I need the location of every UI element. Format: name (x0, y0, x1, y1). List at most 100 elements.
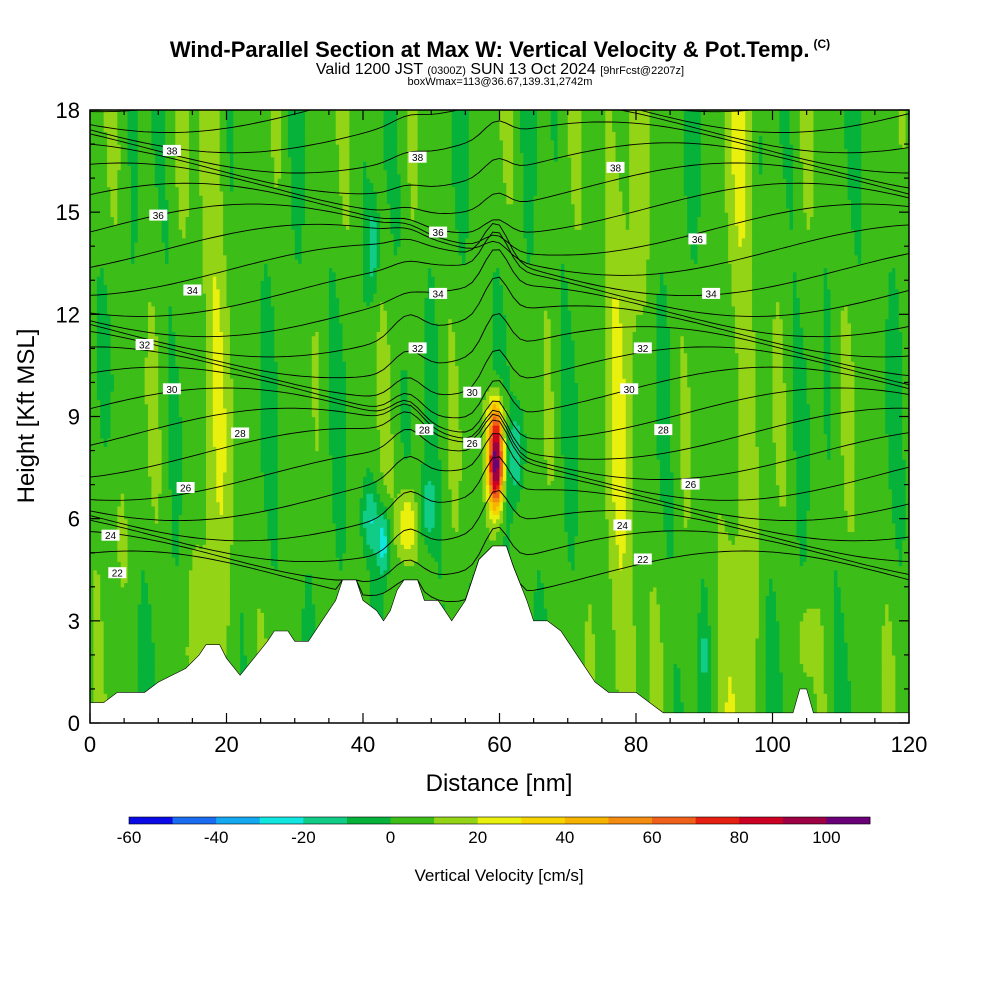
velocity-cell (148, 654, 153, 660)
velocity-cell (117, 642, 122, 647)
velocity-cell (813, 680, 818, 686)
velocity-cell (854, 684, 859, 690)
velocity-cell (868, 680, 873, 686)
velocity-cell (595, 663, 600, 669)
velocity-cell (93, 633, 98, 639)
velocity-cell (639, 637, 644, 643)
velocity-cell (683, 650, 688, 656)
velocity-cell (171, 642, 176, 647)
velocity-cell (598, 667, 603, 673)
velocity-cell (731, 697, 736, 703)
velocity-cell (219, 642, 224, 647)
velocity-cell (878, 688, 883, 694)
velocity-cell (840, 659, 845, 665)
velocity-cell (107, 680, 112, 686)
velocity-cell (591, 642, 596, 647)
velocity-cell (728, 680, 733, 686)
velocity-cell (687, 654, 692, 660)
velocity-cell (141, 676, 146, 682)
velocity-cell (107, 693, 112, 699)
velocity-cell (830, 650, 835, 656)
velocity-cell (734, 671, 739, 677)
velocity-cell (779, 676, 784, 682)
velocity-cell (758, 680, 763, 686)
velocity-cell (864, 637, 869, 643)
velocity-cell (837, 688, 842, 694)
velocity-cell (857, 693, 862, 699)
velocity-cell (905, 654, 909, 660)
velocity-cell (827, 654, 832, 660)
velocity-cell (840, 671, 845, 677)
velocity-cell (676, 663, 681, 669)
velocity-cell (188, 646, 193, 652)
velocity-cell (837, 697, 842, 703)
velocity-cell (810, 650, 815, 656)
velocity-cell (769, 671, 774, 677)
velocity-cell (724, 697, 729, 703)
velocity-cell (772, 693, 777, 699)
velocity-cell (178, 663, 183, 669)
velocity-cell (810, 667, 815, 673)
velocity-cell (700, 697, 705, 703)
velocity-cell (670, 663, 675, 669)
velocity-cell (700, 637, 705, 643)
velocity-cell (803, 646, 808, 652)
velocity-cell (246, 642, 251, 647)
velocity-cell (758, 697, 763, 703)
velocity-cell (694, 676, 699, 682)
velocity-cell (837, 705, 842, 711)
velocity-cell (649, 650, 654, 656)
velocity-cell (881, 667, 886, 673)
velocity-cell (107, 676, 112, 682)
velocity-cell (622, 667, 627, 673)
velocity-cell (704, 688, 709, 694)
velocity-cell (898, 688, 903, 694)
velocity-cell (605, 637, 610, 643)
velocity-cell (745, 667, 750, 673)
velocity-cell (769, 667, 774, 673)
velocity-cell (107, 663, 112, 669)
velocity-cell (711, 697, 716, 703)
velocity-cell (642, 659, 647, 665)
velocity-cell (134, 650, 139, 656)
velocity-cell (854, 693, 859, 699)
velocity-cell (721, 637, 726, 643)
velocity-cell (734, 659, 739, 665)
velocity-cell (649, 680, 654, 686)
velocity-cell (591, 633, 596, 639)
velocity-cell (697, 642, 702, 647)
velocity-cell (854, 650, 859, 656)
velocity-cell (141, 663, 146, 669)
velocity-cell (615, 663, 620, 669)
velocity-cell (820, 680, 825, 686)
velocity-cell (260, 642, 265, 647)
velocity-cell (649, 642, 654, 647)
velocity-cell (588, 642, 593, 647)
velocity-cell (857, 701, 862, 707)
velocity-cell (564, 633, 569, 639)
box-info: boxWmax=113@36.67,139.31,2742m (0, 76, 1000, 88)
velocity-cell (612, 680, 617, 686)
velocity-cell (625, 680, 630, 686)
velocity-cell (185, 654, 190, 660)
velocity-cell (113, 671, 118, 677)
velocity-cell (687, 671, 692, 677)
velocity-cell (741, 680, 746, 686)
velocity-cell (629, 688, 634, 694)
velocity-cell (697, 659, 702, 665)
velocity-cell (905, 705, 909, 711)
velocity-cell (601, 654, 606, 660)
velocity-cell (103, 676, 108, 682)
velocity-cell (837, 701, 842, 707)
velocity-cell (871, 684, 876, 690)
velocity-cell (107, 650, 112, 656)
velocity-cell (629, 654, 634, 660)
velocity-cell (666, 676, 671, 682)
velocity-cell (165, 642, 170, 647)
velocity-cell (779, 693, 784, 699)
velocity-cell (878, 676, 883, 682)
velocity-cell (840, 646, 845, 652)
velocity-cell (758, 659, 763, 665)
velocity-cell (676, 650, 681, 656)
velocity-cell (895, 637, 900, 643)
